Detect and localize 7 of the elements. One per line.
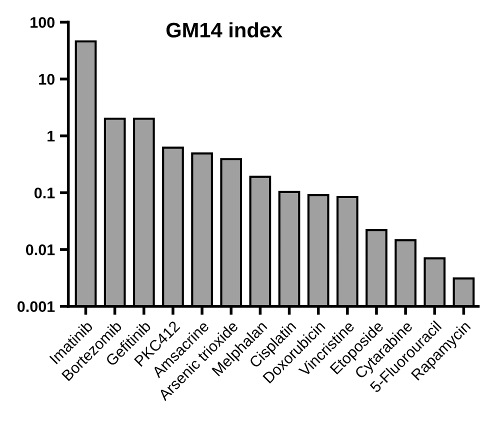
y-tick-label: 1 (48, 130, 55, 142)
chart-title: GM14 index (166, 22, 282, 38)
y-tick-label: 0.001 (18, 301, 55, 312)
y-tick-label: 0.01 (26, 244, 55, 256)
y-tick-label: 100 (30, 17, 54, 28)
y-tick-label: 0.1 (34, 188, 55, 198)
y-tick-label: 10 (39, 74, 54, 85)
